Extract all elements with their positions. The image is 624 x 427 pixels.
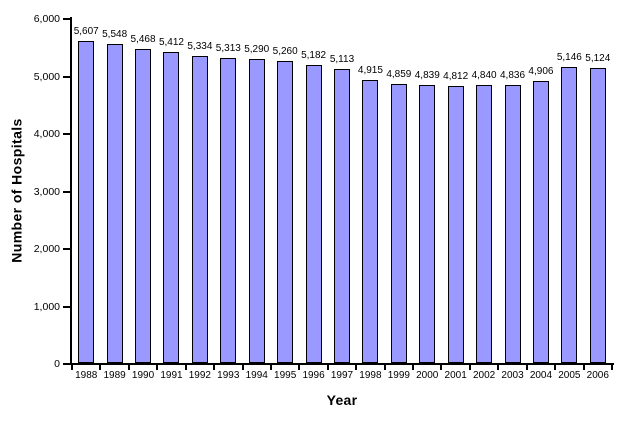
bar-data-label: 5,313 bbox=[215, 43, 241, 54]
bar-data-label: 5,290 bbox=[244, 44, 270, 55]
x-category-label: 1992 bbox=[188, 370, 211, 381]
bar bbox=[504, 85, 521, 363]
x-tick-mark bbox=[412, 365, 415, 370]
x-tick-mark bbox=[554, 365, 557, 370]
bar-data-label: 5,607 bbox=[73, 26, 99, 37]
x-tick-mark bbox=[298, 365, 301, 370]
y-tick-mark bbox=[63, 75, 72, 78]
y-tick-label: 0 bbox=[54, 358, 60, 370]
bar-data-label: 5,260 bbox=[272, 46, 298, 57]
bar bbox=[191, 56, 208, 363]
x-tick-mark bbox=[241, 365, 244, 370]
bar-data-label: 4,840 bbox=[471, 70, 497, 81]
y-tick-mark bbox=[63, 305, 72, 308]
x-tick-mark bbox=[127, 365, 130, 370]
y-tick-label: 2,000 bbox=[33, 243, 60, 255]
y-tick-mark bbox=[63, 133, 72, 135]
y-tick-mark bbox=[63, 248, 72, 250]
bar bbox=[78, 41, 95, 363]
x-tick-mark bbox=[440, 365, 443, 370]
x-category-label: 2006 bbox=[586, 370, 609, 381]
bar-data-label: 4,836 bbox=[500, 70, 526, 81]
x-category-label: 1996 bbox=[302, 370, 325, 381]
y-tick-mark bbox=[63, 363, 72, 365]
bar bbox=[561, 67, 578, 363]
bar bbox=[390, 84, 407, 363]
bar-data-label: 5,124 bbox=[585, 53, 611, 64]
bar-data-label: 4,859 bbox=[386, 69, 412, 80]
y-tick-label: 1,000 bbox=[33, 300, 60, 313]
x-category-label: 1988 bbox=[75, 370, 98, 381]
x-category-label: 1995 bbox=[274, 370, 297, 381]
x-tick-mark bbox=[497, 365, 500, 370]
bar bbox=[106, 44, 123, 363]
x-category-label: 1989 bbox=[103, 370, 126, 381]
x-category-label: 1998 bbox=[359, 370, 382, 381]
bar bbox=[362, 80, 379, 363]
bar-data-label: 5,146 bbox=[556, 52, 582, 63]
bar bbox=[220, 58, 237, 363]
x-category-label: 2005 bbox=[558, 370, 581, 381]
bar bbox=[532, 81, 549, 363]
bar bbox=[163, 52, 180, 363]
x-tick-mark bbox=[611, 365, 613, 370]
x-category-label: 1994 bbox=[245, 370, 268, 381]
x-tick-mark bbox=[383, 365, 386, 370]
y-tick-label: 5,000 bbox=[33, 70, 60, 83]
x-category-label: 1997 bbox=[330, 370, 354, 381]
x-category-label: 1990 bbox=[131, 370, 155, 381]
x-axis-line bbox=[70, 363, 614, 365]
bar-data-label: 4,915 bbox=[357, 65, 383, 76]
y-tick-mark bbox=[63, 18, 72, 20]
x-category-label: 1999 bbox=[387, 370, 410, 381]
x-tick-mark bbox=[184, 365, 187, 370]
x-axis-title: Year bbox=[326, 392, 358, 408]
x-tick-mark bbox=[71, 365, 73, 370]
bar bbox=[589, 68, 606, 363]
bar bbox=[447, 86, 464, 363]
y-tick-label: 6,000 bbox=[33, 13, 60, 25]
x-tick-mark bbox=[355, 365, 358, 370]
y-tick-label: 4,000 bbox=[33, 128, 60, 140]
bar-data-label: 5,412 bbox=[158, 37, 184, 48]
x-category-label: 2002 bbox=[472, 370, 496, 381]
bar bbox=[476, 85, 493, 363]
x-tick-mark bbox=[156, 365, 159, 370]
bar bbox=[248, 59, 265, 363]
x-tick-mark bbox=[269, 365, 272, 370]
bar-data-label: 5,468 bbox=[130, 34, 156, 45]
bar-data-label: 4,839 bbox=[414, 70, 440, 81]
x-tick-mark bbox=[213, 365, 216, 370]
bar bbox=[277, 61, 294, 363]
bar-data-label: 5,548 bbox=[102, 29, 128, 40]
x-category-label: 1993 bbox=[217, 370, 240, 381]
x-category-label: 2004 bbox=[529, 370, 553, 381]
bar-data-label: 5,182 bbox=[301, 50, 327, 61]
x-category-label: 2000 bbox=[416, 370, 439, 381]
bar bbox=[334, 69, 350, 363]
x-tick-mark bbox=[99, 365, 102, 370]
bar bbox=[135, 49, 152, 363]
bar bbox=[419, 85, 436, 363]
x-category-label: 2003 bbox=[501, 370, 524, 381]
bar bbox=[305, 65, 322, 363]
x-tick-mark bbox=[468, 365, 471, 370]
bar-data-label: 4,812 bbox=[443, 71, 469, 82]
y-tick-label: 3,000 bbox=[33, 185, 60, 198]
bar-data-label: 5,334 bbox=[187, 41, 213, 52]
bar-data-label: 5,113 bbox=[329, 54, 355, 65]
x-tick-mark bbox=[326, 365, 329, 370]
bar-data-label: 4,906 bbox=[528, 66, 554, 77]
x-category-label: 1991 bbox=[160, 370, 183, 381]
y-tick-mark bbox=[63, 190, 72, 193]
x-category-label: 2001 bbox=[444, 370, 467, 381]
x-tick-mark bbox=[525, 365, 528, 370]
x-tick-mark bbox=[582, 365, 585, 370]
